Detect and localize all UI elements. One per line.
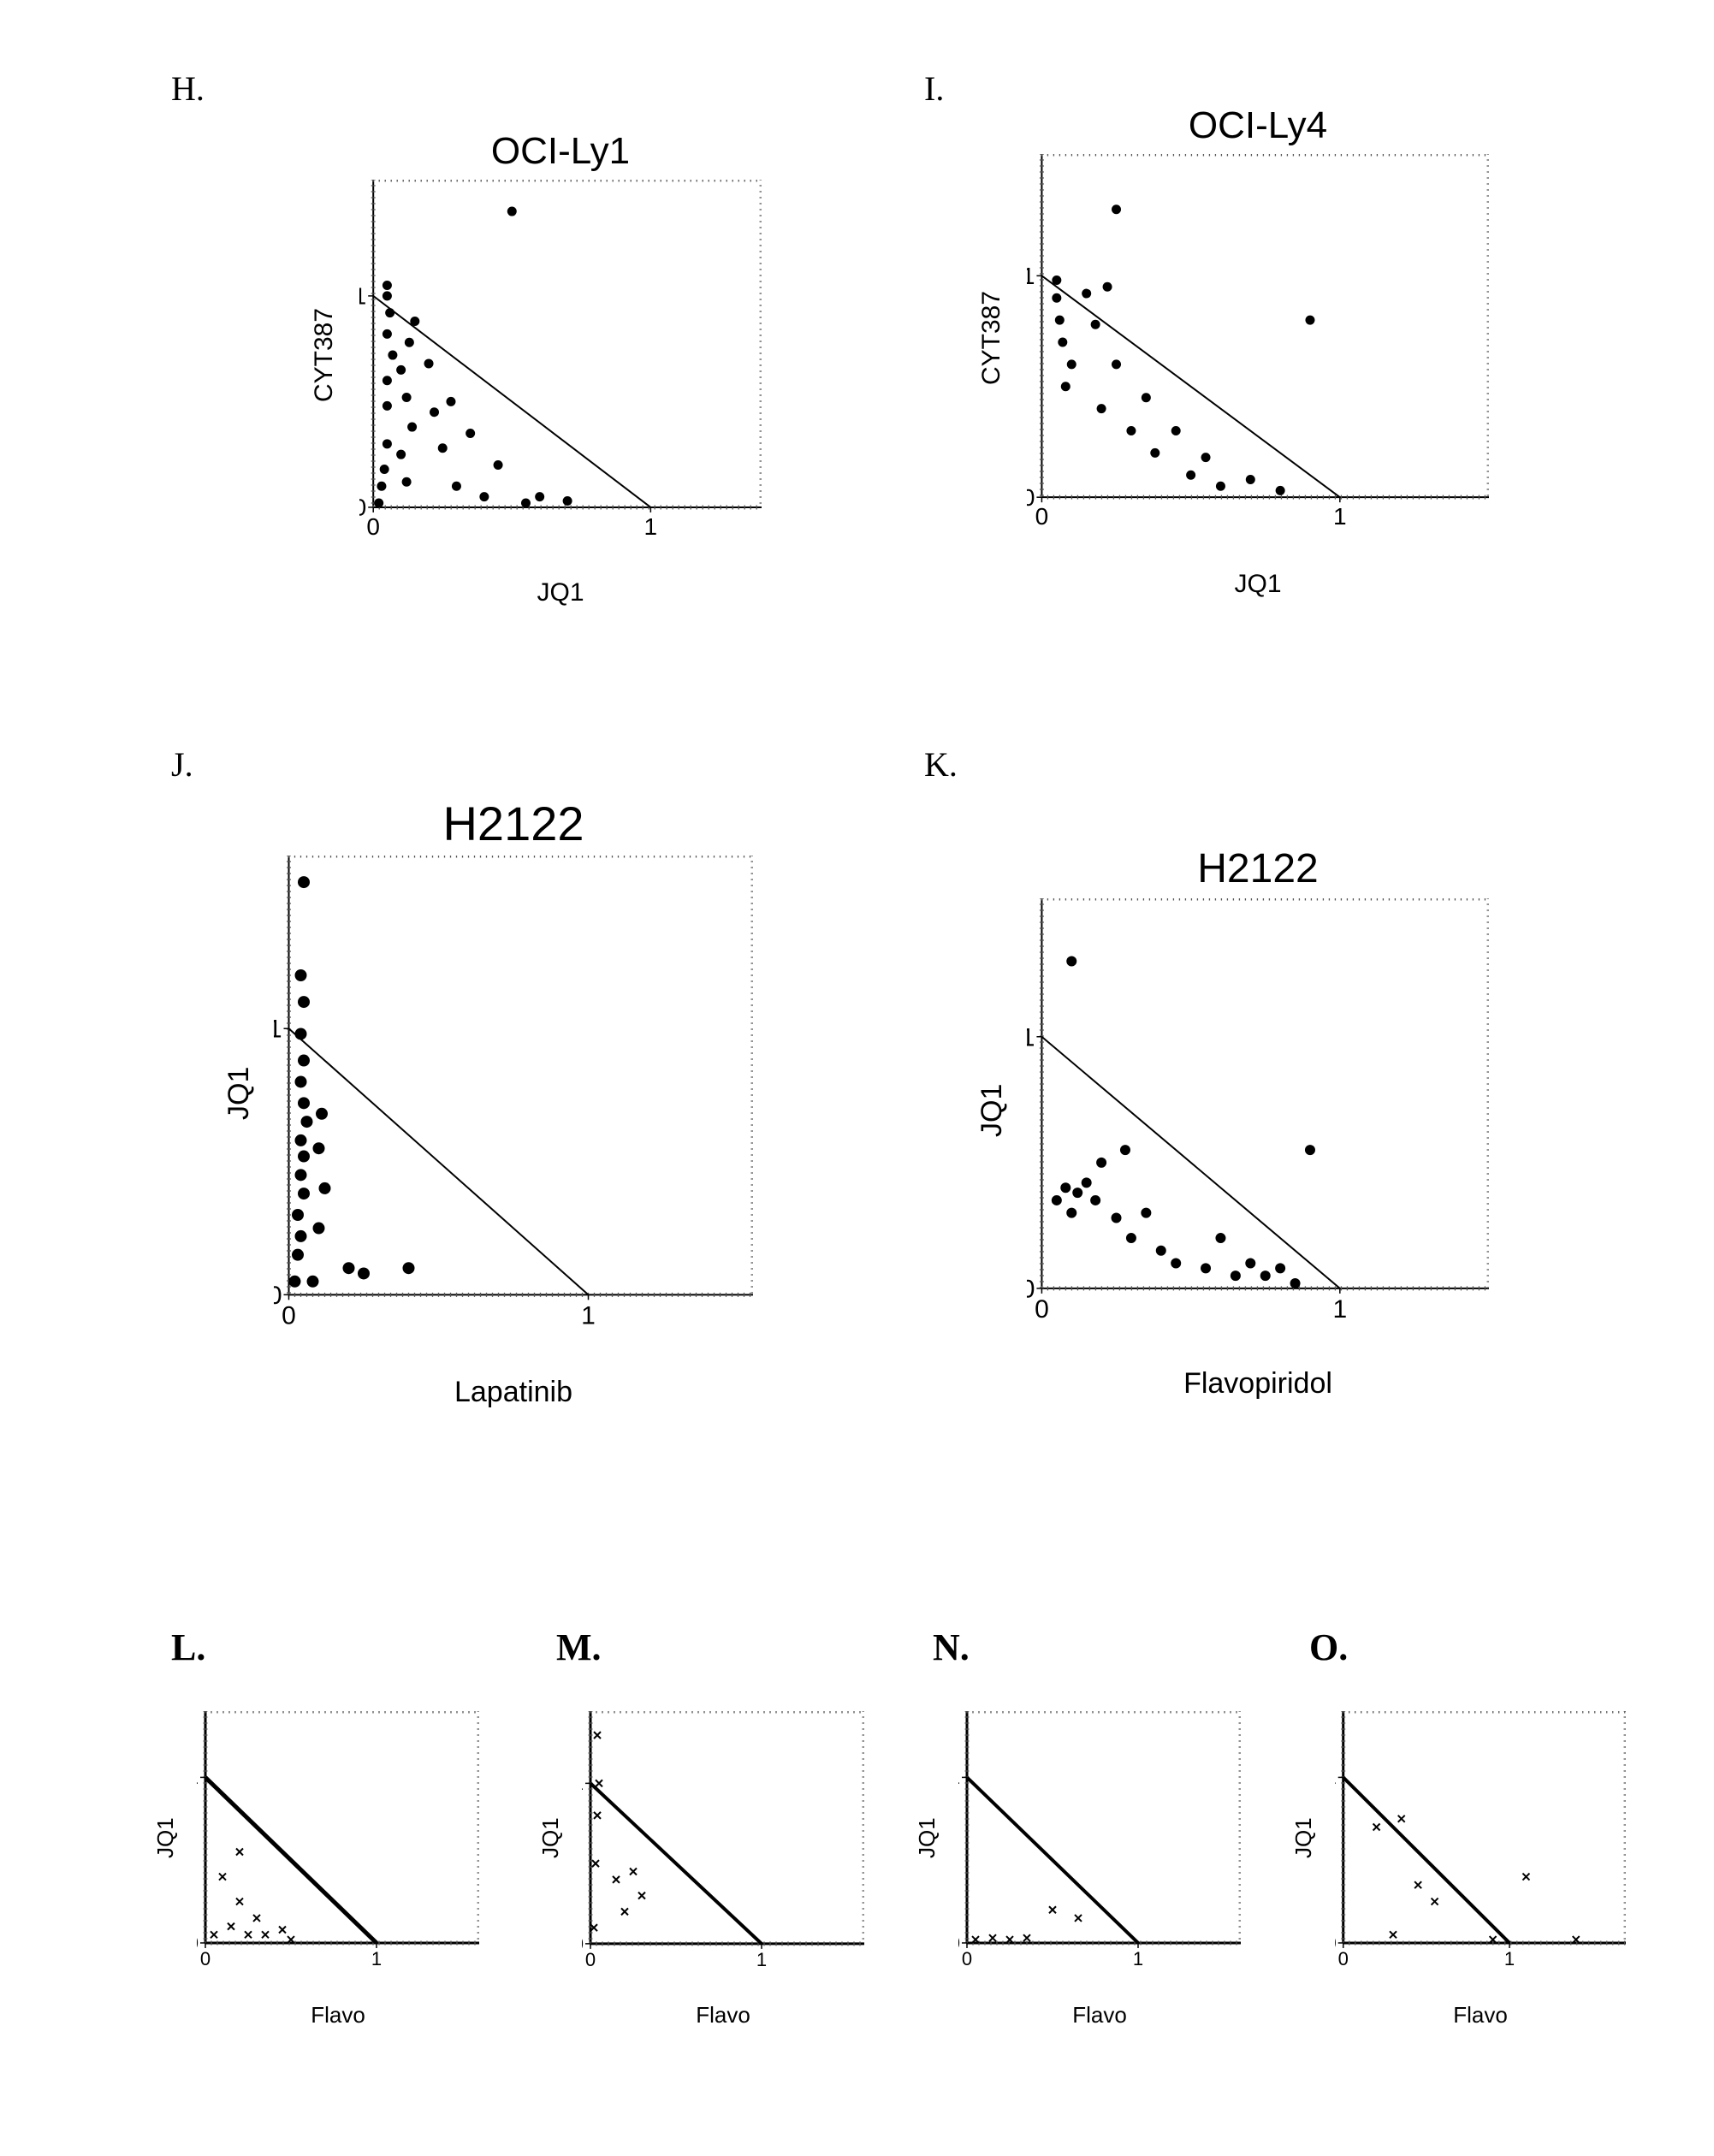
svg-text:0: 0 bbox=[282, 1301, 296, 1330]
plot-K: H21220101FlavopiridolJQ1 bbox=[1027, 898, 1489, 1326]
svg-text:0: 0 bbox=[582, 1934, 584, 1955]
svg-text:0: 0 bbox=[359, 495, 366, 521]
plot-title-J: H2122 bbox=[274, 796, 753, 851]
svg-text:1: 1 bbox=[1333, 503, 1347, 530]
panel-label-J: J. bbox=[171, 744, 193, 785]
ylabel-K: JQ1 bbox=[976, 1083, 1009, 1136]
xlabel-K: Flavopiridol bbox=[1027, 1367, 1489, 1401]
plot-N: 0101FlavoJQ1 bbox=[958, 1711, 1241, 1968]
svg-text:1: 1 bbox=[582, 1773, 584, 1794]
svg-text:0: 0 bbox=[1335, 1933, 1337, 1954]
plot-svg-J: 0 1 0 1 bbox=[274, 856, 753, 1335]
svg-text:0: 0 bbox=[1035, 503, 1049, 530]
svg-text:0: 0 bbox=[366, 513, 380, 539]
ylabel-L: JQ1 bbox=[152, 1817, 179, 1858]
ylabel-N: JQ1 bbox=[914, 1817, 940, 1858]
reference-line bbox=[1041, 1037, 1339, 1288]
plot-svg-L: 0 1 0 1 bbox=[197, 1711, 479, 1968]
panel-label-L: L. bbox=[171, 1626, 205, 1669]
plot-J: H21220101LapatinibJQ1 bbox=[274, 856, 753, 1335]
plot-title-I: OCI-Ly4 bbox=[1027, 104, 1489, 147]
plot-svg-N: 0 1 0 1 bbox=[958, 1711, 1241, 1968]
svg-text:1: 1 bbox=[1133, 1948, 1143, 1968]
reference-line bbox=[590, 1783, 762, 1944]
plot-I: OCI-Ly40101JQ1CYT387 bbox=[1027, 154, 1489, 530]
svg-text:1: 1 bbox=[1027, 1023, 1035, 1051]
plot-title-H: OCI-Ly1 bbox=[359, 130, 762, 173]
reference-line bbox=[373, 296, 650, 507]
svg-text:0: 0 bbox=[585, 1949, 596, 1968]
ylabel-O: JQ1 bbox=[1290, 1817, 1317, 1858]
reference-line bbox=[1343, 1777, 1509, 1943]
reference-line bbox=[967, 1777, 1138, 1943]
panel-label-H: H. bbox=[171, 68, 205, 109]
plot-title-K: H2122 bbox=[1027, 845, 1489, 892]
plot-O: 0101FlavoJQ1 bbox=[1335, 1711, 1626, 1968]
plot-svg-H: 0 1 0 1 bbox=[359, 180, 762, 539]
svg-text:1: 1 bbox=[359, 283, 366, 310]
plot-L: 0101FlavoJQ1 bbox=[197, 1711, 479, 1968]
panel-label-K: K. bbox=[924, 744, 958, 785]
xlabel-M: Flavo bbox=[582, 2002, 864, 2029]
xlabel-I: JQ1 bbox=[1027, 570, 1489, 599]
plot-M: 0101FlavoJQ1 bbox=[582, 1711, 864, 1968]
xlabel-N: Flavo bbox=[958, 2002, 1241, 2029]
panel-label-O: O. bbox=[1309, 1626, 1348, 1669]
svg-text:1: 1 bbox=[274, 1016, 282, 1044]
plot-svg-M: 0 1 0 1 bbox=[582, 1711, 864, 1968]
svg-text:1: 1 bbox=[958, 1767, 960, 1788]
plot-svg-I: 0 1 0 1 bbox=[1027, 154, 1489, 530]
svg-text:1: 1 bbox=[1332, 1295, 1347, 1324]
svg-text:0: 0 bbox=[958, 1933, 960, 1954]
plot-svg-K: 0 1 0 1 bbox=[1027, 898, 1489, 1326]
panel-label-N: N. bbox=[933, 1626, 970, 1669]
svg-text:1: 1 bbox=[756, 1949, 767, 1968]
xlabel-O: Flavo bbox=[1335, 2002, 1626, 2029]
ylabel-I: CYT387 bbox=[977, 291, 1006, 385]
svg-text:0: 0 bbox=[962, 1948, 972, 1968]
svg-text:0: 0 bbox=[1027, 484, 1035, 511]
ylabel-J: JQ1 bbox=[222, 1066, 256, 1119]
reference-line bbox=[289, 1028, 589, 1294]
svg-text:1: 1 bbox=[1504, 1948, 1515, 1968]
svg-text:1: 1 bbox=[197, 1767, 199, 1788]
ylabel-H: CYT387 bbox=[310, 308, 339, 402]
panel-label-M: M. bbox=[556, 1626, 602, 1669]
reference-line bbox=[1041, 275, 1339, 497]
svg-text:0: 0 bbox=[200, 1948, 211, 1968]
svg-text:0: 0 bbox=[1035, 1295, 1049, 1324]
plot-svg-O: 0 1 0 1 bbox=[1335, 1711, 1626, 1968]
svg-text:1: 1 bbox=[371, 1948, 382, 1968]
xlabel-J: Lapatinib bbox=[274, 1376, 753, 1409]
svg-text:0: 0 bbox=[1338, 1948, 1349, 1968]
reference-line bbox=[205, 1777, 377, 1943]
svg-text:1: 1 bbox=[1027, 263, 1035, 289]
svg-text:0: 0 bbox=[1027, 1275, 1035, 1303]
panel-label-I: I. bbox=[924, 68, 944, 109]
svg-text:1: 1 bbox=[581, 1301, 596, 1330]
svg-text:0: 0 bbox=[197, 1933, 199, 1954]
xlabel-L: Flavo bbox=[197, 2002, 479, 2029]
plot-H: OCI-Ly10101JQ1CYT387 bbox=[359, 180, 762, 539]
xlabel-H: JQ1 bbox=[359, 578, 762, 607]
svg-text:1: 1 bbox=[1335, 1767, 1337, 1788]
svg-text:0: 0 bbox=[274, 1282, 282, 1310]
ylabel-M: JQ1 bbox=[537, 1817, 564, 1858]
svg-text:1: 1 bbox=[644, 513, 658, 539]
